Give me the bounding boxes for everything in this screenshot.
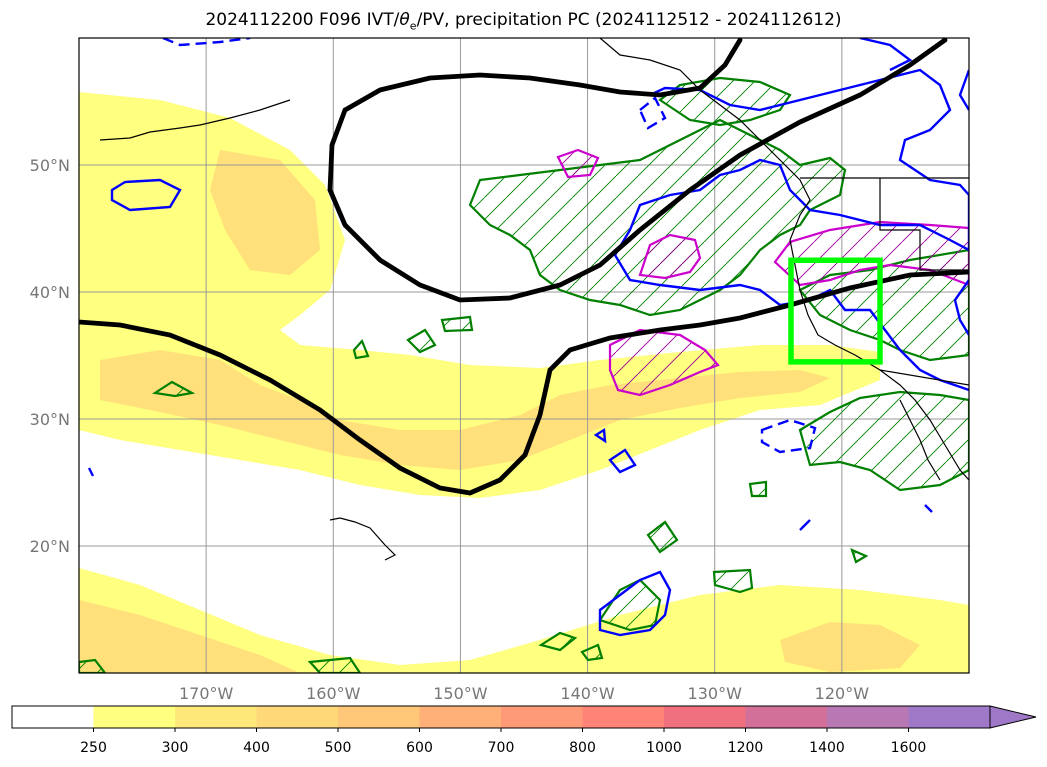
precip-blob-l [79, 658, 107, 673]
trough-southern [79, 269, 969, 496]
coastlines [99, 38, 969, 561]
colorbar-segment [745, 706, 827, 728]
trough-closed [327, 38, 948, 303]
colorbar-segment [827, 706, 909, 728]
colorbar-segment [908, 706, 990, 728]
theta-e-contour-5 [953, 279, 969, 336]
lat-tick-label: 40°N [30, 283, 70, 302]
ivt-core-southeast [780, 622, 920, 672]
colorbar-segment [256, 706, 338, 728]
theta-e-dashed-2 [638, 96, 667, 130]
ivt-band-south [79, 568, 969, 673]
ivt-core-southwest [79, 600, 300, 673]
precip-blob-i [538, 631, 578, 652]
title-theta: θ [399, 10, 410, 30]
title-suffix: /PV, precipitation PC (2024112512 - 2024… [416, 10, 842, 30]
lat-tick-label: 30°N [30, 410, 70, 429]
colorbar-segment [664, 706, 746, 728]
trough-contours [79, 38, 969, 496]
colorbar: 250 300 400 500 600 700 800 1000 1200 1400 1600 [11, 705, 1037, 756]
pv-region-small [556, 148, 600, 179]
colorbar-label: 400 [243, 740, 270, 756]
theta-e-contour-4 [958, 69, 969, 111]
ivt-shading [79, 92, 969, 673]
precip-blob-j [580, 643, 604, 662]
lon-tick-label: 120°W [815, 684, 870, 703]
colorbar-segment [93, 706, 175, 728]
coastline-aleutians [99, 99, 291, 141]
theta-e-contour-8 [593, 427, 607, 444]
precip-blob-e [151, 380, 196, 398]
precip-blob-m [850, 548, 869, 564]
colorbar-extend-arrow [989, 705, 1037, 729]
precip-blob-k [307, 656, 362, 673]
theta-e-contour-3 [859, 38, 913, 72]
trough-northern [327, 38, 743, 193]
map-title: 2024112200 F096 IVT/θe/PV, precipitation… [0, 10, 1047, 32]
theta-e-dashed-contours [87, 38, 817, 477]
colorbar-label: 1600 [891, 740, 927, 756]
precip-blob-f [406, 328, 437, 354]
border-us-mexico [879, 369, 969, 386]
colorbar-label: 800 [569, 740, 596, 756]
lon-tick-label: 150°W [433, 684, 488, 703]
theta-e-contour-7 [608, 448, 637, 474]
colorbar-label: 300 [162, 740, 189, 756]
lat-tick-label: 20°N [30, 537, 70, 556]
theta-e-dashed-3 [760, 418, 817, 454]
coastline-north-america [599, 38, 969, 481]
colorbar-label: 250 [80, 740, 107, 756]
lon-tick-label: 130°W [688, 684, 743, 703]
precip-blob-d [748, 480, 768, 498]
precip-blob-c [712, 568, 754, 594]
colorbar-label: 700 [488, 740, 515, 756]
precip-blob-a [598, 578, 662, 632]
highlight-box [788, 257, 883, 365]
plot-frame [78, 37, 970, 674]
precip-blob-b [646, 520, 679, 554]
ivt-core-north [210, 150, 320, 275]
lon-tick-label: 140°W [560, 684, 615, 703]
theta-e-contour-6 [598, 570, 672, 637]
precip-blob-g [440, 315, 474, 333]
lat-tick-labels: 50°N 40°N 30°N 20°N [30, 156, 70, 556]
colorbar-segment [582, 706, 664, 728]
lon-tick-labels: 170°W 160°W 150°W 140°W 130°W 120°W [179, 684, 869, 703]
theta-e-dashed-4 [87, 467, 95, 477]
coastline-baja [899, 399, 941, 481]
colorbar-label: 1000 [646, 740, 682, 756]
lon-tick-label: 160°W [306, 684, 361, 703]
title-theta-sub: e [409, 19, 417, 33]
theta-e-contour-1 [110, 178, 182, 212]
colorbar-segment [175, 706, 257, 728]
theta-e-contour-10 [924, 504, 933, 513]
theta-e-dashed-1 [162, 38, 251, 47]
lon-tick-label: 170°W [179, 684, 234, 703]
title-prefix: 2024112200 F096 IVT/ [205, 10, 400, 30]
colorbar-segment [12, 706, 94, 728]
pv-region-north [638, 233, 702, 280]
lat-tick-label: 50°N [30, 156, 70, 175]
precip-blob-h [352, 338, 370, 360]
coastline-hawaii [329, 517, 397, 561]
colorbar-label: 500 [325, 740, 352, 756]
colorbar-label: 1400 [809, 740, 845, 756]
colorbar-label: 600 [406, 740, 433, 756]
state-borders [879, 178, 969, 271]
ivt-core-band [100, 350, 830, 470]
colorbar-label: 1200 [728, 740, 764, 756]
theta-e-contour-9 [799, 519, 811, 531]
pv-region-offshore [608, 328, 720, 397]
precip-california [798, 248, 969, 362]
colorbar-segment [501, 706, 583, 728]
colorbar-segment [419, 706, 501, 728]
colorbar-segment [338, 706, 420, 728]
